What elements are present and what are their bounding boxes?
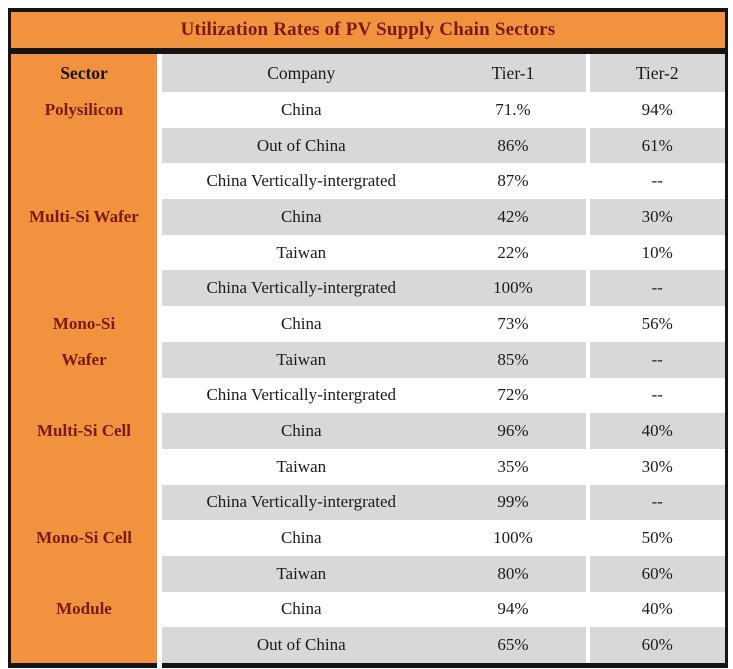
tier1-cell: 96% bbox=[440, 413, 588, 449]
company-cell: Out of China bbox=[159, 627, 441, 666]
sector-cell bbox=[9, 627, 162, 666]
company-cell: Out of China bbox=[159, 127, 441, 164]
table-row: Taiwan 22% 10% bbox=[9, 234, 727, 271]
tier2-cell: -- bbox=[585, 163, 727, 200]
table-row: Multi-Si Wafer China 42% 30% bbox=[9, 199, 727, 235]
company-cell: China Vertically-intergrated bbox=[159, 270, 441, 307]
tier1-cell: 100% bbox=[440, 520, 588, 556]
tier1-cell: 86% bbox=[440, 127, 588, 164]
tier2-cell: 10% bbox=[585, 234, 727, 271]
sector-cell bbox=[9, 484, 162, 521]
tier2-cell: 50% bbox=[585, 520, 727, 556]
company-cell: China Vertically-intergrated bbox=[159, 377, 441, 414]
tier2-cell: 56% bbox=[585, 306, 727, 342]
tier1-cell: 42% bbox=[440, 199, 588, 235]
table-header-row: Sector Company Tier-1 Tier-2 bbox=[9, 51, 727, 92]
sector-cell bbox=[9, 377, 162, 414]
tier1-cell: 100% bbox=[440, 270, 588, 307]
sector-cell bbox=[9, 555, 162, 592]
table-row: Module China 94% 40% bbox=[9, 591, 727, 628]
tier2-cell: 60% bbox=[585, 555, 727, 592]
sector-cell: Mono-Si Cell bbox=[9, 520, 162, 556]
tier2-cell: 40% bbox=[585, 413, 727, 449]
table-title: Utilization Rates of PV Supply Chain Sec… bbox=[9, 8, 727, 54]
table-row: Taiwan 80% 60% bbox=[9, 555, 727, 592]
tier2-cell: 94% bbox=[585, 92, 727, 128]
company-cell: China Vertically-intergrated bbox=[159, 163, 441, 200]
company-cell: China Vertically-intergrated bbox=[159, 484, 441, 521]
company-cell: China bbox=[159, 92, 441, 128]
tier1-cell: 35% bbox=[440, 448, 588, 485]
sector-cell: Polysilicon bbox=[9, 92, 162, 128]
sector-cell: Multi-Si Cell bbox=[9, 413, 162, 449]
sector-cell bbox=[9, 234, 162, 271]
sector-cell bbox=[9, 163, 162, 200]
sector-cell bbox=[9, 127, 162, 164]
table-row: Taiwan 35% 30% bbox=[9, 448, 727, 485]
tier1-cell: 85% bbox=[440, 341, 588, 378]
company-cell: China bbox=[159, 199, 441, 235]
company-cell: Taiwan bbox=[159, 555, 441, 592]
tier1-cell: 72% bbox=[440, 377, 588, 414]
company-cell: China bbox=[159, 520, 441, 556]
tier2-cell: 30% bbox=[585, 199, 727, 235]
sector-cell bbox=[9, 448, 162, 485]
column-header-sector: Sector bbox=[9, 51, 162, 92]
sector-cell bbox=[9, 270, 162, 307]
tier2-cell: -- bbox=[585, 341, 727, 378]
tier2-cell: -- bbox=[585, 377, 727, 414]
table-row: Multi-Si Cell China 96% 40% bbox=[9, 413, 727, 449]
table-row: China Vertically-intergrated 100% -- bbox=[9, 270, 727, 307]
column-header-tier2: Tier-2 bbox=[585, 51, 727, 92]
table-row: China Vertically-intergrated 72% -- bbox=[9, 377, 727, 414]
company-cell: China bbox=[159, 591, 441, 628]
column-header-tier1: Tier-1 bbox=[440, 51, 588, 92]
tier2-cell: -- bbox=[585, 484, 727, 521]
tier2-cell: 30% bbox=[585, 448, 727, 485]
company-cell: Taiwan bbox=[159, 448, 441, 485]
tier1-cell: 99% bbox=[440, 484, 588, 521]
tier1-cell: 71.% bbox=[440, 92, 588, 128]
tier2-cell: 60% bbox=[585, 627, 727, 666]
tier1-cell: 87% bbox=[440, 163, 588, 200]
tier1-cell: 80% bbox=[440, 555, 588, 592]
tier1-cell: 94% bbox=[440, 591, 588, 628]
table-row: Out of China 65% 60% bbox=[9, 627, 727, 666]
utilization-table: Utilization Rates of PV Supply Chain Sec… bbox=[8, 8, 728, 668]
table-row: Wafer Taiwan 85% -- bbox=[9, 341, 727, 378]
sector-cell: Module bbox=[9, 591, 162, 628]
tier1-cell: 73% bbox=[440, 306, 588, 342]
tier2-cell: -- bbox=[585, 270, 727, 307]
sector-cell: Wafer bbox=[9, 341, 162, 378]
table-row: Out of China 86% 61% bbox=[9, 127, 727, 164]
sector-cell: Multi-Si Wafer bbox=[9, 199, 162, 235]
table-row: China Vertically-intergrated 99% -- bbox=[9, 484, 727, 521]
sector-cell: Mono-Si bbox=[9, 306, 162, 342]
table-row: Mono-Si China 73% 56% bbox=[9, 306, 727, 342]
tier1-cell: 65% bbox=[440, 627, 588, 666]
company-cell: China bbox=[159, 413, 441, 449]
column-header-company: Company bbox=[159, 51, 441, 92]
tier1-cell: 22% bbox=[440, 234, 588, 271]
tier2-cell: 61% bbox=[585, 127, 727, 164]
table-row: China Vertically-intergrated 87% -- bbox=[9, 163, 727, 200]
table-title-row: Utilization Rates of PV Supply Chain Sec… bbox=[9, 8, 727, 54]
company-cell: China bbox=[159, 306, 441, 342]
table-row: Mono-Si Cell China 100% 50% bbox=[9, 520, 727, 556]
table-row: Polysilicon China 71.% 94% bbox=[9, 92, 727, 128]
tier2-cell: 40% bbox=[585, 591, 727, 628]
company-cell: Taiwan bbox=[159, 341, 441, 378]
company-cell: Taiwan bbox=[159, 234, 441, 271]
